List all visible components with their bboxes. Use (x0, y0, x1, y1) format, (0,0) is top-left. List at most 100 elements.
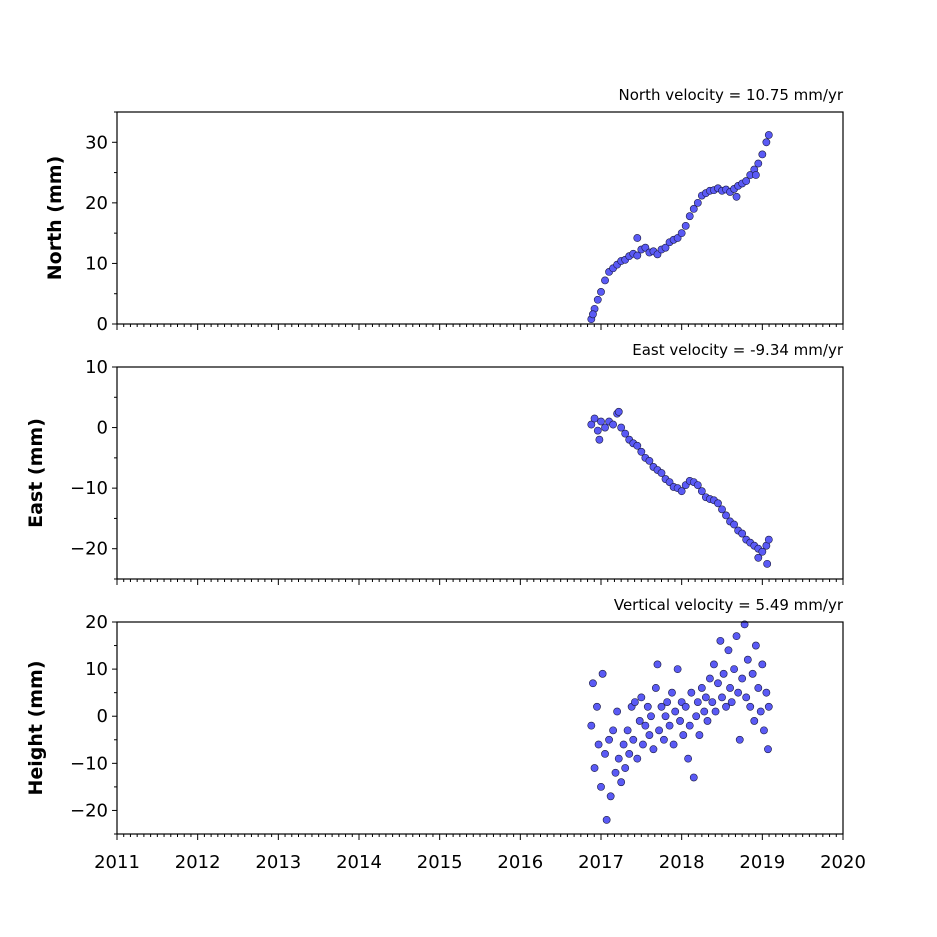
east-data-point (730, 520, 738, 529)
height-data-point (701, 693, 710, 702)
height-data-point (625, 750, 634, 758)
height-data-point (689, 773, 698, 782)
north-panel: North velocity = 10.75 mm/yr North (mm) … (44, 86, 844, 335)
north-y-axis-label: North (mm) (44, 156, 66, 281)
height-data-point (651, 684, 660, 692)
height-data-point (679, 731, 688, 739)
height-data-point (716, 636, 725, 645)
height-data-point (692, 712, 701, 721)
height-data-point (617, 778, 626, 787)
east-data-point (609, 420, 617, 429)
height-data-point (587, 721, 596, 730)
x-tick-label: 2014 (336, 852, 382, 873)
height-data-point (637, 693, 646, 702)
height-data-point (754, 684, 763, 692)
height-data-point (594, 740, 603, 749)
height-data-point (764, 702, 773, 711)
height-data-point (687, 688, 696, 697)
height-data-point (726, 684, 734, 692)
east-data-point (593, 426, 602, 435)
east-data-point (738, 529, 747, 538)
north-data-point (589, 310, 597, 319)
height-data-point (764, 745, 772, 754)
height-data-point (727, 698, 736, 706)
height-data-point (724, 646, 733, 655)
east-data-point (697, 487, 706, 496)
height-data-point (746, 702, 755, 711)
north-velocity-label: North velocity = 10.75 mm/yr (619, 86, 844, 104)
height-data-point (639, 740, 647, 749)
height-data-point (684, 754, 693, 763)
height-data-point (756, 707, 765, 716)
east-data-point (714, 499, 722, 508)
y-tick-label: −10 (70, 478, 108, 499)
north-data-point (689, 205, 698, 213)
north-plot-frame (116, 111, 844, 325)
height-data-point (730, 665, 738, 674)
east-data-point (597, 417, 605, 426)
y-tick-label: 0 (97, 706, 108, 727)
height-data-point (601, 750, 609, 758)
height-data-point (695, 731, 704, 739)
east-data-point (633, 441, 642, 450)
east-data-point (637, 447, 646, 456)
height-data-point (605, 735, 613, 744)
height-data-point (703, 717, 712, 725)
height-data-point (623, 726, 632, 735)
height-data-point (645, 731, 654, 739)
east-panel: East velocity = -9.34 mm/yr East (mm) −2… (25, 341, 844, 585)
height-data-point (609, 726, 617, 735)
height-data-point (597, 782, 605, 791)
height-data-point (653, 660, 662, 669)
east-data-point (590, 414, 599, 423)
height-data-point (669, 740, 678, 749)
height-data-point (697, 684, 706, 692)
north-data-point (593, 295, 602, 304)
height-data-point (711, 707, 720, 716)
height-data-point (663, 698, 672, 706)
height-data-point (734, 688, 743, 697)
height-data-point (732, 632, 741, 641)
y-tick-label: 20 (85, 612, 108, 633)
height-data-point (661, 712, 670, 721)
x-tick-label: 2020 (820, 852, 866, 873)
height-data-point (748, 669, 757, 678)
east-data-point (693, 481, 702, 490)
north-data-point (677, 229, 686, 238)
height-data-point (685, 721, 694, 730)
north-data-point (661, 243, 670, 252)
north-data-point (633, 234, 642, 242)
height-data-point (633, 754, 642, 763)
east-data-point (595, 435, 604, 444)
height-data-point (762, 688, 771, 697)
east-data-point (657, 469, 666, 477)
north-ticks: 0 10 20 30 (85, 111, 844, 335)
height-data-point (710, 660, 718, 669)
y-tick-label: −10 (70, 753, 108, 774)
height-data-point (714, 679, 722, 688)
east-ticks: −20 −10 0 10 (70, 357, 844, 585)
vertical-velocity-label: Vertical velocity = 5.49 mm/yr (614, 596, 844, 614)
height-data-point (657, 702, 666, 711)
height-data-point (598, 669, 607, 678)
y-tick-label: 10 (85, 253, 108, 274)
east-velocity-label: East velocity = -9.34 mm/yr (632, 341, 844, 359)
height-data-point (613, 707, 622, 716)
north-data-point (633, 251, 642, 260)
height-data-point (738, 674, 747, 683)
north-data-point (597, 287, 605, 296)
height-data-point (743, 655, 752, 664)
height-data-point (668, 688, 676, 697)
north-data-point (681, 221, 690, 230)
north-data-point (732, 192, 741, 201)
x-tick-label: 2011 (94, 852, 140, 873)
x-tick-label: 2013 (255, 852, 301, 873)
height-data-point (660, 735, 668, 744)
height-plot-frame (116, 621, 844, 835)
height-data-point (760, 726, 768, 735)
east-data-point (722, 511, 730, 520)
x-tick-label: 2012 (175, 852, 221, 873)
height-data-point (750, 717, 759, 725)
y-tick-label: 0 (97, 314, 108, 335)
height-data-point (722, 702, 730, 711)
